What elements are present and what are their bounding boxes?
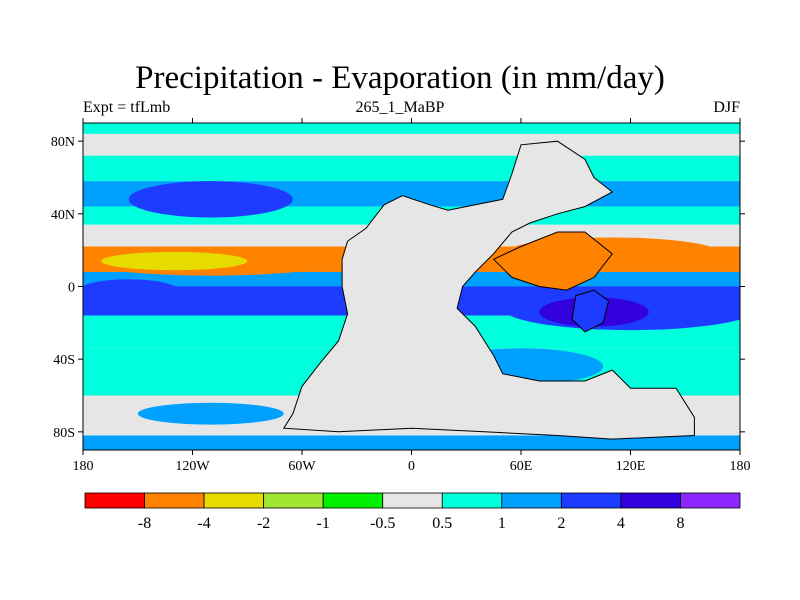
- colorbar-label: 0.5: [432, 515, 452, 532]
- colorbar-label: 4: [617, 515, 625, 532]
- colorbar-swatch: [144, 492, 205, 509]
- pme-field: [83, 123, 740, 450]
- colorbar-swatch: [501, 492, 562, 509]
- colorbar-swatch: [322, 492, 384, 509]
- x-tick-label: 60E: [510, 459, 533, 474]
- colorbar-label: 8: [676, 515, 684, 532]
- colorbar-swatch: [560, 492, 622, 509]
- colorbar-swatch: [203, 492, 265, 509]
- field-band: [83, 133, 740, 156]
- pangaea-landmass: [282, 140, 695, 440]
- continent-outline: [282, 140, 695, 440]
- colorbar-label: -1: [317, 515, 330, 532]
- y-tick-label: 80N: [51, 135, 75, 150]
- colorbar-label: -4: [197, 515, 210, 532]
- axes: 180 120W 60W 0 60E 120E 180 80N 40N 0 40S 80S: [51, 118, 751, 474]
- colorbar-swatch: [441, 492, 503, 509]
- x-tick-label: 60W: [288, 459, 316, 474]
- field-anomaly: [137, 402, 284, 425]
- y-tick-label: 0: [68, 281, 75, 296]
- x-tick-label: 120W: [175, 459, 210, 474]
- field-anomaly: [83, 279, 184, 309]
- field-band: [83, 435, 740, 450]
- x-tick-label: 180: [73, 459, 94, 474]
- colorbar: -8 -4 -2 -1 -0.5 0.5 1 2 4 8: [84, 492, 741, 532]
- colorbar-label: 2: [557, 515, 565, 532]
- tethys-region: [492, 231, 613, 291]
- age-label: 265_1_MaBP: [355, 99, 445, 116]
- x-tick-label: 0: [408, 459, 415, 474]
- colorbar-swatch: [382, 492, 443, 509]
- y-tick-label: 40N: [51, 208, 75, 223]
- colorbar-swatch: [263, 492, 324, 509]
- y-tick-label: 80S: [53, 426, 75, 441]
- colorbar-label: 1: [498, 515, 506, 532]
- field-band: [83, 155, 740, 182]
- chart-title: Precipitation - Evaporation (in mm/day): [135, 60, 665, 96]
- field-anomaly: [101, 251, 248, 271]
- y-tick-label: 40S: [53, 353, 75, 368]
- colorbar-swatch: [680, 492, 741, 509]
- field-band: [83, 123, 740, 134]
- colorbar-swatch: [620, 492, 681, 509]
- x-tick-label: 120E: [616, 459, 646, 474]
- experiment-label: Expt = tfLmb: [83, 99, 171, 116]
- colorbar-label: -0.5: [370, 515, 395, 532]
- inland-sea: [571, 289, 610, 333]
- x-tick-label: 180: [730, 459, 751, 474]
- colorbar-swatch: [84, 492, 145, 509]
- colorbar-label: -8: [138, 515, 151, 532]
- field-anomaly: [128, 181, 293, 218]
- season-label: DJF: [713, 99, 740, 116]
- colorbar-label: -2: [257, 515, 270, 532]
